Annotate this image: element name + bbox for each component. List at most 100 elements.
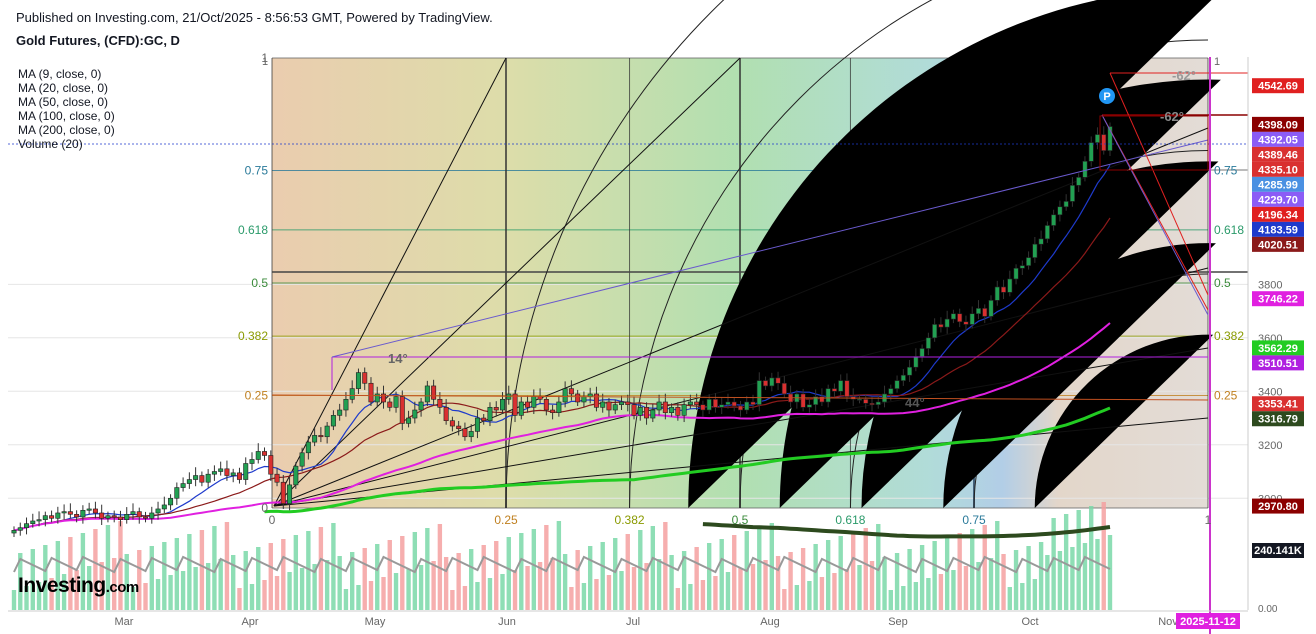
candle-body bbox=[744, 401, 750, 411]
volume-bar bbox=[656, 559, 662, 610]
candle-body bbox=[644, 407, 650, 419]
volume-bar bbox=[205, 563, 211, 610]
volume-bar bbox=[957, 533, 962, 610]
volume-bar bbox=[813, 544, 818, 610]
volume-bar bbox=[137, 550, 142, 610]
fib-one-label-left: 1 bbox=[262, 56, 268, 68]
candle-body bbox=[330, 415, 336, 427]
candle-body bbox=[500, 399, 505, 411]
volume-bar bbox=[155, 579, 161, 610]
legend-ma50[interactable]: MA (50, close, 0) bbox=[18, 95, 109, 109]
price-label: 3510.51 bbox=[1258, 358, 1298, 370]
candle-body bbox=[305, 441, 311, 454]
fan-line bbox=[273, 57, 741, 507]
candle-body bbox=[149, 512, 155, 519]
candle-body bbox=[612, 404, 618, 411]
volume-bar bbox=[324, 560, 330, 610]
price-label: 4196.34 bbox=[1258, 209, 1299, 221]
candle-body bbox=[124, 514, 130, 520]
volume-bar bbox=[919, 545, 925, 610]
volume-bar bbox=[118, 521, 123, 610]
logo-text: Investing bbox=[18, 574, 106, 597]
volume-bar bbox=[1057, 551, 1063, 610]
volume-bar bbox=[249, 584, 255, 610]
candle-body bbox=[856, 399, 862, 401]
legend-ma200[interactable]: MA (200, close, 0) bbox=[18, 123, 115, 137]
candle-body bbox=[117, 516, 123, 520]
price-label: 4392.05 bbox=[1258, 134, 1298, 146]
fan-line bbox=[273, 347, 1209, 507]
ma-line-20 bbox=[13, 217, 1111, 531]
fib-level-label-left: 0.382 bbox=[238, 329, 268, 343]
candle-body bbox=[418, 401, 424, 411]
volume-bar bbox=[487, 578, 493, 610]
candle-body bbox=[174, 487, 180, 499]
price-label: 4335.10 bbox=[1258, 164, 1298, 176]
volume-bar bbox=[976, 562, 981, 610]
fib-level-label-right: 0.75 bbox=[1214, 164, 1238, 178]
volume-bar bbox=[174, 538, 180, 610]
candle-body bbox=[907, 366, 913, 376]
volume-bar bbox=[237, 588, 242, 610]
volume-bar bbox=[86, 566, 92, 610]
volume-bar bbox=[456, 553, 461, 610]
volume-ma-line bbox=[13, 555, 1111, 574]
volume-bar bbox=[512, 570, 518, 610]
legend-ma20[interactable]: MA (20, close, 0) bbox=[18, 81, 109, 95]
candle-body bbox=[249, 459, 255, 464]
candle-body bbox=[1032, 243, 1038, 258]
candle-body bbox=[894, 380, 900, 389]
volume-bar bbox=[988, 558, 994, 610]
volume-bar bbox=[1032, 579, 1038, 610]
candle-body bbox=[299, 452, 305, 467]
volume-bar bbox=[187, 534, 192, 610]
angle-label-neg62b: -62° bbox=[1160, 109, 1184, 124]
candle-body bbox=[474, 417, 480, 432]
candle-body bbox=[61, 511, 67, 514]
volume-bar bbox=[1007, 587, 1012, 610]
candle-body bbox=[568, 388, 574, 395]
volume-bar bbox=[24, 586, 29, 610]
candle-body bbox=[737, 405, 743, 411]
fib-level-label-right: 0.382 bbox=[1214, 329, 1244, 343]
volume-bar bbox=[1026, 546, 1031, 610]
volume-bar bbox=[450, 590, 455, 610]
volume-bar bbox=[468, 549, 474, 610]
candle-body bbox=[449, 420, 455, 427]
candle-body bbox=[42, 515, 48, 520]
volume-bar bbox=[587, 546, 593, 610]
candle-body bbox=[343, 399, 349, 411]
volume-bar bbox=[1070, 547, 1075, 610]
price-label-bg bbox=[1252, 146, 1304, 162]
volume-bar bbox=[1095, 539, 1100, 610]
candle-body bbox=[550, 409, 556, 413]
volume-bar bbox=[876, 524, 881, 610]
candle-body bbox=[105, 515, 111, 519]
legend-ma9[interactable]: MA (9, close, 0) bbox=[18, 67, 102, 81]
volume-bar bbox=[882, 557, 887, 610]
candle-body bbox=[86, 508, 92, 511]
volume-bar bbox=[49, 578, 54, 610]
volume-bar bbox=[350, 552, 355, 610]
volume-bar bbox=[262, 580, 267, 610]
candle-body bbox=[756, 380, 762, 405]
volume-bar bbox=[869, 561, 875, 610]
candle-body bbox=[700, 404, 706, 411]
ma-line-9 bbox=[13, 164, 1111, 531]
volume-bar bbox=[594, 579, 599, 610]
candle-body bbox=[656, 401, 662, 411]
candle-body bbox=[982, 308, 988, 317]
volume-bar bbox=[757, 527, 762, 610]
candle-body bbox=[111, 515, 117, 518]
legend-volume[interactable]: Volume (20) bbox=[18, 137, 83, 151]
volume-bar bbox=[1082, 543, 1088, 610]
legend-ma100[interactable]: MA (100, close, 0) bbox=[18, 109, 115, 123]
candle-body bbox=[24, 523, 30, 528]
candle-body bbox=[537, 396, 543, 400]
candle-body bbox=[67, 511, 73, 515]
candle-body bbox=[900, 374, 906, 381]
candle-body bbox=[781, 382, 787, 395]
angle-label-14: 14° bbox=[388, 351, 408, 366]
volume-bar bbox=[381, 577, 386, 610]
